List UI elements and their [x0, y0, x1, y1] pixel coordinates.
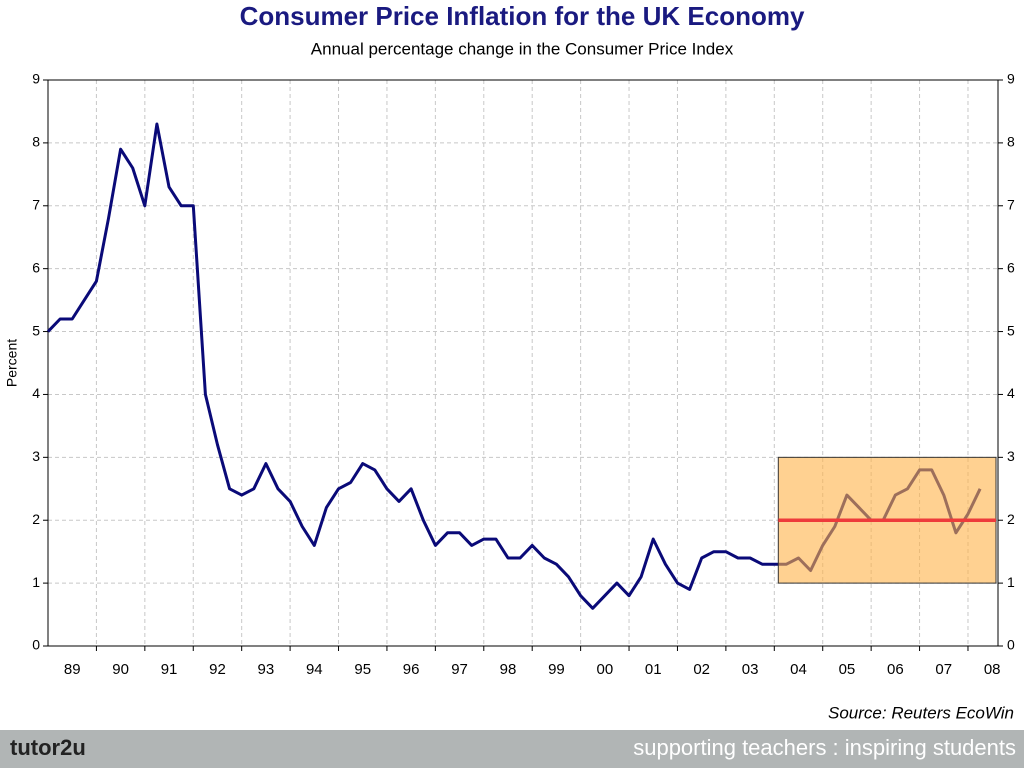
x-tick-label: 00	[596, 661, 613, 678]
x-tick-label: 89	[64, 661, 81, 678]
y2-tick-label: 3	[1007, 448, 1015, 464]
x-tick-label: 04	[790, 661, 807, 678]
y-tick-label: 6	[32, 259, 40, 275]
chart-title: Consumer Price Inflation for the UK Econ…	[240, 1, 805, 31]
y-tick-label: 4	[32, 385, 40, 401]
y2-tick-label: 4	[1007, 385, 1015, 401]
x-tick-label: 93	[258, 661, 275, 678]
x-tick-label: 06	[887, 661, 904, 678]
y-tick-label: 7	[32, 196, 40, 212]
y-tick-label: 0	[32, 637, 40, 653]
y2-tick-label: 0	[1007, 637, 1015, 653]
y2-tick-label: 7	[1007, 196, 1015, 212]
y2-tick-label: 8	[1007, 134, 1015, 150]
y2-tick-label: 2	[1007, 511, 1015, 527]
y2-tick-label: 5	[1007, 322, 1015, 338]
x-tick-label: 94	[306, 661, 323, 678]
x-tick-label: 90	[112, 661, 129, 678]
x-tick-label: 02	[693, 661, 710, 678]
x-tick-label: 98	[500, 661, 517, 678]
x-tick-label: 95	[354, 661, 371, 678]
y-tick-label: 5	[32, 322, 40, 338]
x-tick-label: 97	[451, 661, 468, 678]
y2-tick-label: 6	[1007, 259, 1015, 275]
x-tick-label: 08	[984, 661, 1001, 678]
tagline: supporting teachers : inspiring students	[633, 735, 1016, 760]
y-tick-label: 2	[32, 511, 40, 527]
x-tick-label: 99	[548, 661, 565, 678]
footer-bar	[0, 730, 1024, 768]
y-tick-label: 1	[32, 574, 40, 590]
chart-subtitle: Annual percentage change in the Consumer…	[311, 39, 734, 58]
x-tick-label: 03	[742, 661, 759, 678]
y2-tick-label: 9	[1007, 71, 1015, 87]
x-tick-label: 96	[403, 661, 420, 678]
x-tick-label: 91	[161, 661, 178, 678]
plot-frame	[47, 79, 999, 647]
x-tick-label: 05	[839, 661, 856, 678]
x-tick-label: 01	[645, 661, 662, 678]
y-tick-label: 9	[32, 71, 40, 87]
y-axis-label: Percent	[4, 339, 20, 387]
y-tick-label: 8	[32, 134, 40, 150]
source: Source: Reuters EcoWin	[828, 703, 1014, 722]
x-tick-label: 07	[935, 661, 952, 678]
brand: tutor2u	[10, 735, 86, 760]
y-tick-label: 3	[32, 448, 40, 464]
y2-tick-label: 1	[1007, 574, 1015, 590]
x-tick-label: 92	[209, 661, 226, 678]
